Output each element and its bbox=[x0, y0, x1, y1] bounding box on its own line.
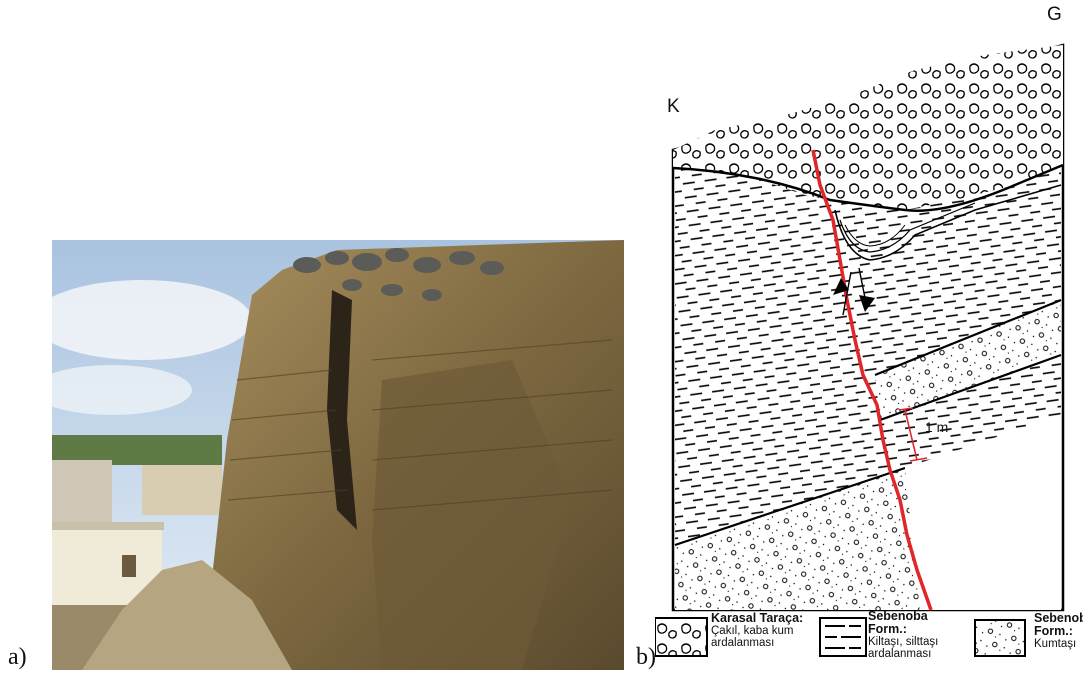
channel-fill bbox=[834, 184, 1062, 261]
sandstone-layer-upper-fill bbox=[875, 300, 1061, 420]
legend-title: Sebenoba bbox=[1034, 611, 1083, 625]
legend-title: Karasal Taraça: bbox=[711, 611, 804, 625]
legend-line: ardalanması bbox=[868, 648, 932, 660]
gravel-top bbox=[293, 248, 504, 301]
terrace-base bbox=[672, 163, 1064, 212]
panel-b-label: b) bbox=[636, 644, 656, 670]
rubble bbox=[82, 560, 292, 670]
north-label: K bbox=[667, 96, 680, 117]
legend-line: Kumtaşı bbox=[1034, 638, 1077, 650]
legend-title: Sebenoba bbox=[868, 609, 928, 623]
rock-bedding bbox=[227, 339, 613, 511]
legend-title: Form.: bbox=[1034, 624, 1073, 638]
rock-shadow bbox=[327, 290, 357, 530]
cloud bbox=[52, 280, 252, 360]
legend-title: Form.: bbox=[868, 622, 907, 636]
outcrop-photo bbox=[52, 240, 624, 670]
hillside bbox=[142, 465, 222, 515]
scale-label: 1 m bbox=[925, 419, 949, 435]
cloud bbox=[52, 365, 192, 415]
fault-line bbox=[811, 149, 933, 611]
legend-line: Çakıl, kaba kum bbox=[711, 625, 794, 637]
panel-a-label: a) bbox=[8, 644, 27, 670]
legend-swatch-gravel bbox=[655, 617, 708, 657]
legend-sandstone-text: Sebenoba Form.: Kumtaşı bbox=[1034, 612, 1083, 650]
scale-bar bbox=[898, 407, 928, 462]
legend-line: Kiltaşı, silttaşı bbox=[868, 636, 939, 648]
cross-section bbox=[655, 43, 1065, 657]
legend-siltstone-text: Sebenoba Form.: Kiltaşı, silttaşı ardala… bbox=[868, 610, 938, 660]
south-label: G bbox=[1047, 4, 1062, 25]
sandstone-layer-lower-fill bbox=[675, 468, 920, 610]
house-window bbox=[122, 555, 136, 577]
legend-swatch-sandstone bbox=[974, 619, 1026, 657]
legend-line: ardalanması bbox=[711, 637, 775, 649]
legend-gravel-text: Karasal Taraça: Çakıl, kaba kum ardalanm… bbox=[711, 612, 803, 649]
siltstone-layer bbox=[675, 150, 1061, 545]
rock-dark bbox=[372, 360, 572, 670]
building bbox=[52, 460, 112, 530]
fault-motion-arrows bbox=[833, 267, 875, 316]
sandstone-layer-lower-right bbox=[905, 415, 1061, 610]
house-roof bbox=[52, 522, 164, 530]
